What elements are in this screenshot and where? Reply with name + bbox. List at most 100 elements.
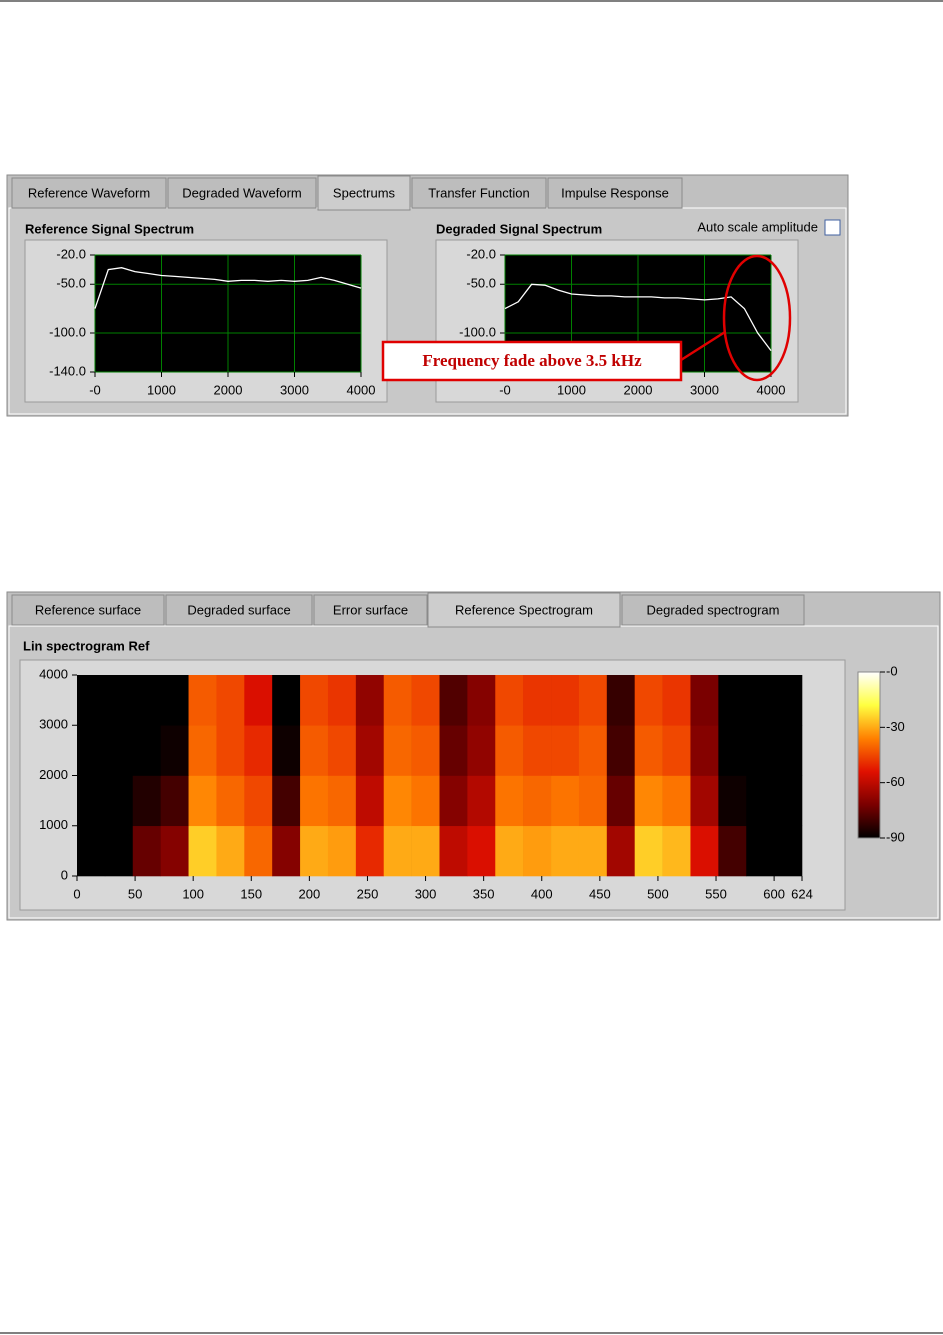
y-tick-label: 1000: [39, 817, 68, 832]
y-tick-label: -50.0: [56, 276, 86, 291]
x-tick-label: -0: [499, 382, 511, 397]
spectrogram-cell: [495, 725, 524, 776]
y-tick-label: -100.0: [49, 324, 86, 339]
spectrogram-cell: [439, 825, 468, 877]
spectrogram-cell: [523, 675, 552, 726]
spectrogram-cell: [523, 825, 552, 877]
spectrogram-cell: [774, 825, 803, 877]
spectrogram-cell: [132, 825, 161, 877]
spectrogram-cell: [634, 675, 663, 726]
spectrogram-cell: [383, 675, 412, 726]
tab-label[interactable]: Degraded Waveform: [182, 185, 301, 200]
spectrogram-cell: [578, 725, 608, 776]
spectrogram-cell: [551, 675, 580, 726]
spectrogram-cell: [411, 675, 440, 726]
spectrogram-cell: [327, 675, 357, 726]
callout-line: [680, 330, 726, 362]
spectrogram-cell: [355, 725, 385, 776]
spectrogram-cell: [578, 825, 608, 877]
spectrogram-cell: [411, 725, 440, 776]
spectrogram-cell: [77, 675, 106, 726]
x-tick-label: 3000: [690, 382, 719, 397]
spectrogram-cell: [188, 775, 217, 827]
spectrogram-cell: [718, 775, 747, 827]
spectrogram-cell: [606, 775, 635, 827]
checkbox-label[interactable]: Auto scale amplitude: [697, 219, 818, 234]
spectrogram-cell: [272, 675, 301, 726]
spectrogram-cell: [551, 775, 580, 827]
tab[interactable]: [547, 177, 683, 209]
spectrogram-cell: [578, 775, 608, 827]
spectrogram-cell: [355, 825, 385, 877]
spectrogram-cell: [383, 725, 412, 776]
spectrogram-cell: [606, 675, 635, 726]
tab[interactable]: [317, 175, 411, 211]
spectrogram-cell: [383, 825, 412, 877]
color-scale-label: -90: [886, 829, 905, 844]
chart-title: Reference Signal Spectrum: [25, 221, 194, 236]
spectrogram-cell: [216, 725, 245, 776]
checkbox[interactable]: [824, 219, 841, 236]
x-tick-label: 100: [182, 886, 204, 901]
spectrogram-cell: [216, 775, 245, 827]
spectrogram-cell: [662, 675, 691, 726]
x-tick-label: 550: [705, 886, 727, 901]
tab-label[interactable]: Reference surface: [35, 602, 141, 617]
spectrogram-cell: [132, 725, 161, 776]
tab[interactable]: [11, 594, 165, 626]
spectrogram-cell: [77, 825, 106, 877]
spectrogram-cell: [551, 825, 580, 877]
y-tick-label: -100.0: [459, 324, 496, 339]
tab-label[interactable]: Degraded spectrogram: [647, 602, 780, 617]
spectrogram-cell: [662, 725, 691, 776]
spectrogram-cell: [495, 675, 524, 726]
x-tick-label: 150: [240, 886, 262, 901]
tab[interactable]: [167, 177, 317, 209]
tab-label[interactable]: Impulse Response: [561, 185, 669, 200]
tab-label[interactable]: Degraded surface: [187, 602, 290, 617]
spectrogram-cell: [606, 825, 635, 877]
tab[interactable]: [621, 594, 805, 626]
spectrogram-cell: [188, 725, 217, 776]
tab[interactable]: [313, 594, 428, 626]
tab[interactable]: [11, 177, 167, 209]
spectrogram-cell: [216, 675, 245, 726]
tab-label[interactable]: Reference Spectrogram: [455, 602, 593, 617]
x-tick-label: 3000: [280, 382, 309, 397]
tab-label[interactable]: Reference Waveform: [28, 185, 150, 200]
spectrogram-cell: [467, 725, 496, 776]
spectrogram-cell: [104, 775, 134, 827]
spectrogram-cell: [467, 675, 496, 726]
spectrogram-cell: [355, 775, 385, 827]
spectrogram-cell: [662, 775, 691, 827]
spectrogram-cell: [77, 775, 106, 827]
tab-label[interactable]: Spectrums: [333, 185, 396, 200]
tab-label[interactable]: Transfer Function: [428, 185, 529, 200]
spectrogram-cell: [606, 725, 635, 776]
spectrogram-cell: [662, 825, 691, 877]
spectrogram-cell: [634, 725, 663, 776]
color-scale-label: -60: [886, 774, 905, 789]
tab[interactable]: [411, 177, 547, 209]
spectrogram-cell: [272, 825, 301, 877]
spectrogram-cell: [160, 825, 189, 877]
spectrogram-cell: [718, 675, 747, 726]
spectrogram-cell: [523, 725, 552, 776]
tab[interactable]: [427, 592, 621, 628]
spectrogram-cell: [551, 725, 580, 776]
y-tick-label: -50.0: [466, 276, 496, 291]
spectrogram-cell: [244, 725, 273, 776]
y-tick-label: 2000: [39, 767, 68, 782]
spectrogram-cell: [467, 825, 496, 877]
spectrogram-cell: [495, 825, 524, 877]
spectrogram-cell: [774, 725, 803, 776]
spectrogram-cell: [774, 675, 803, 726]
x-tick-label: 350: [473, 886, 495, 901]
spectrogram-cell: [355, 675, 385, 726]
tab[interactable]: [165, 594, 313, 626]
spectrogram-cell: [411, 825, 440, 877]
tab-label[interactable]: Error surface: [333, 602, 408, 617]
spectrogram-cell: [411, 775, 440, 827]
y-tick-label: 0: [61, 867, 68, 882]
spectrogram-cell: [439, 725, 468, 776]
